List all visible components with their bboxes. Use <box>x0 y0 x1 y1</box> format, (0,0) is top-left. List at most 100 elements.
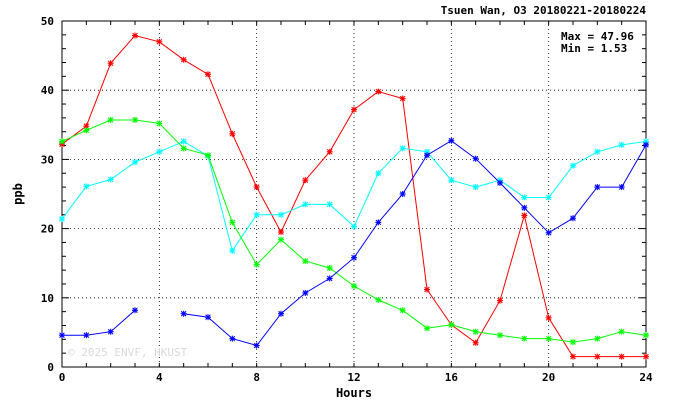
data-point <box>132 159 138 166</box>
data-point <box>107 116 114 123</box>
data-point <box>497 297 503 304</box>
data-point <box>107 328 114 335</box>
grid-lines <box>62 21 646 367</box>
data-point <box>326 265 333 272</box>
data-point <box>278 236 284 243</box>
data-point <box>132 116 138 123</box>
x-tick-label: 0 <box>59 371 66 384</box>
x-tick-label: 24 <box>639 371 653 384</box>
data-point <box>229 130 236 137</box>
data-point <box>545 314 552 321</box>
data-point <box>375 88 382 95</box>
data-point <box>472 155 479 162</box>
data-point <box>594 184 601 191</box>
data-point <box>448 321 455 328</box>
data-point <box>351 254 357 261</box>
data-point <box>618 328 625 335</box>
x-axis-label: Hours <box>336 386 372 400</box>
data-point <box>278 310 284 317</box>
data-point <box>399 145 406 152</box>
data-point <box>570 215 576 222</box>
x-tick-label: 16 <box>445 371 459 384</box>
data-point <box>180 138 187 145</box>
data-point <box>424 152 430 159</box>
chart-title: Tsuen Wan, O3 20180221-20180224 <box>441 4 647 17</box>
data-point <box>570 339 576 346</box>
data-point <box>399 95 406 102</box>
data-point <box>326 148 333 155</box>
series-3 <box>59 137 649 349</box>
data-point <box>59 332 65 339</box>
data-point <box>570 162 576 169</box>
y-tick-label: 0 <box>47 361 54 374</box>
data-point <box>326 275 333 282</box>
data-point <box>205 71 211 78</box>
min-label: Min = 1.53 <box>561 42 627 55</box>
data-point <box>229 335 236 342</box>
y-tick-label: 20 <box>41 223 54 236</box>
data-point <box>521 194 528 201</box>
data-point <box>302 289 309 296</box>
y-tick-label: 30 <box>41 153 54 166</box>
y-tick-label: 50 <box>41 15 54 28</box>
data-point <box>156 120 163 127</box>
data-point <box>399 191 406 197</box>
data-point <box>448 137 455 144</box>
data-point <box>351 223 357 230</box>
data-point <box>326 201 333 208</box>
data-point <box>521 335 528 342</box>
data-point <box>570 353 576 360</box>
data-point <box>594 335 601 342</box>
data-point <box>497 179 503 186</box>
axis-ticks <box>62 20 646 368</box>
data-point <box>521 212 528 219</box>
series-line <box>62 309 136 336</box>
data-point <box>253 261 260 268</box>
data-point <box>521 204 528 211</box>
data-point <box>375 170 382 177</box>
data-point <box>83 332 90 339</box>
data-point <box>132 307 138 314</box>
data-point <box>448 177 455 184</box>
data-point <box>302 201 309 208</box>
data-point <box>424 286 430 293</box>
data-point <box>59 215 65 222</box>
data-point <box>618 184 625 191</box>
data-point <box>399 307 406 314</box>
data-point <box>472 328 479 335</box>
data-point <box>83 127 90 134</box>
data-point <box>618 141 625 148</box>
data-point <box>229 219 236 226</box>
data-point <box>545 335 552 342</box>
data-point <box>497 332 503 339</box>
data-point <box>156 38 163 45</box>
max-label: Max = 47.96 <box>561 30 634 43</box>
data-point <box>278 211 284 218</box>
data-point <box>107 60 114 67</box>
data-point <box>643 332 649 339</box>
y-axis-label: ppb <box>11 183 25 205</box>
x-tick-label: 20 <box>542 371 555 384</box>
data-point <box>351 106 357 113</box>
data-point <box>424 325 430 332</box>
data-point <box>59 138 65 145</box>
data-point <box>253 342 260 349</box>
data-point <box>545 194 552 201</box>
data-point <box>375 296 382 303</box>
x-tick-label: 12 <box>347 371 360 384</box>
series-0 <box>59 32 649 360</box>
data-point <box>472 184 479 191</box>
data-point <box>351 283 357 290</box>
data-point <box>205 152 211 159</box>
data-point <box>107 176 114 183</box>
data-point <box>253 184 260 191</box>
data-point <box>472 339 479 346</box>
data-point <box>618 353 625 360</box>
series-layer <box>59 32 649 360</box>
data-point <box>643 353 649 360</box>
data-point <box>643 141 649 148</box>
data-point <box>229 247 236 254</box>
y-tick-label: 40 <box>41 84 54 97</box>
series-line <box>61 34 646 358</box>
